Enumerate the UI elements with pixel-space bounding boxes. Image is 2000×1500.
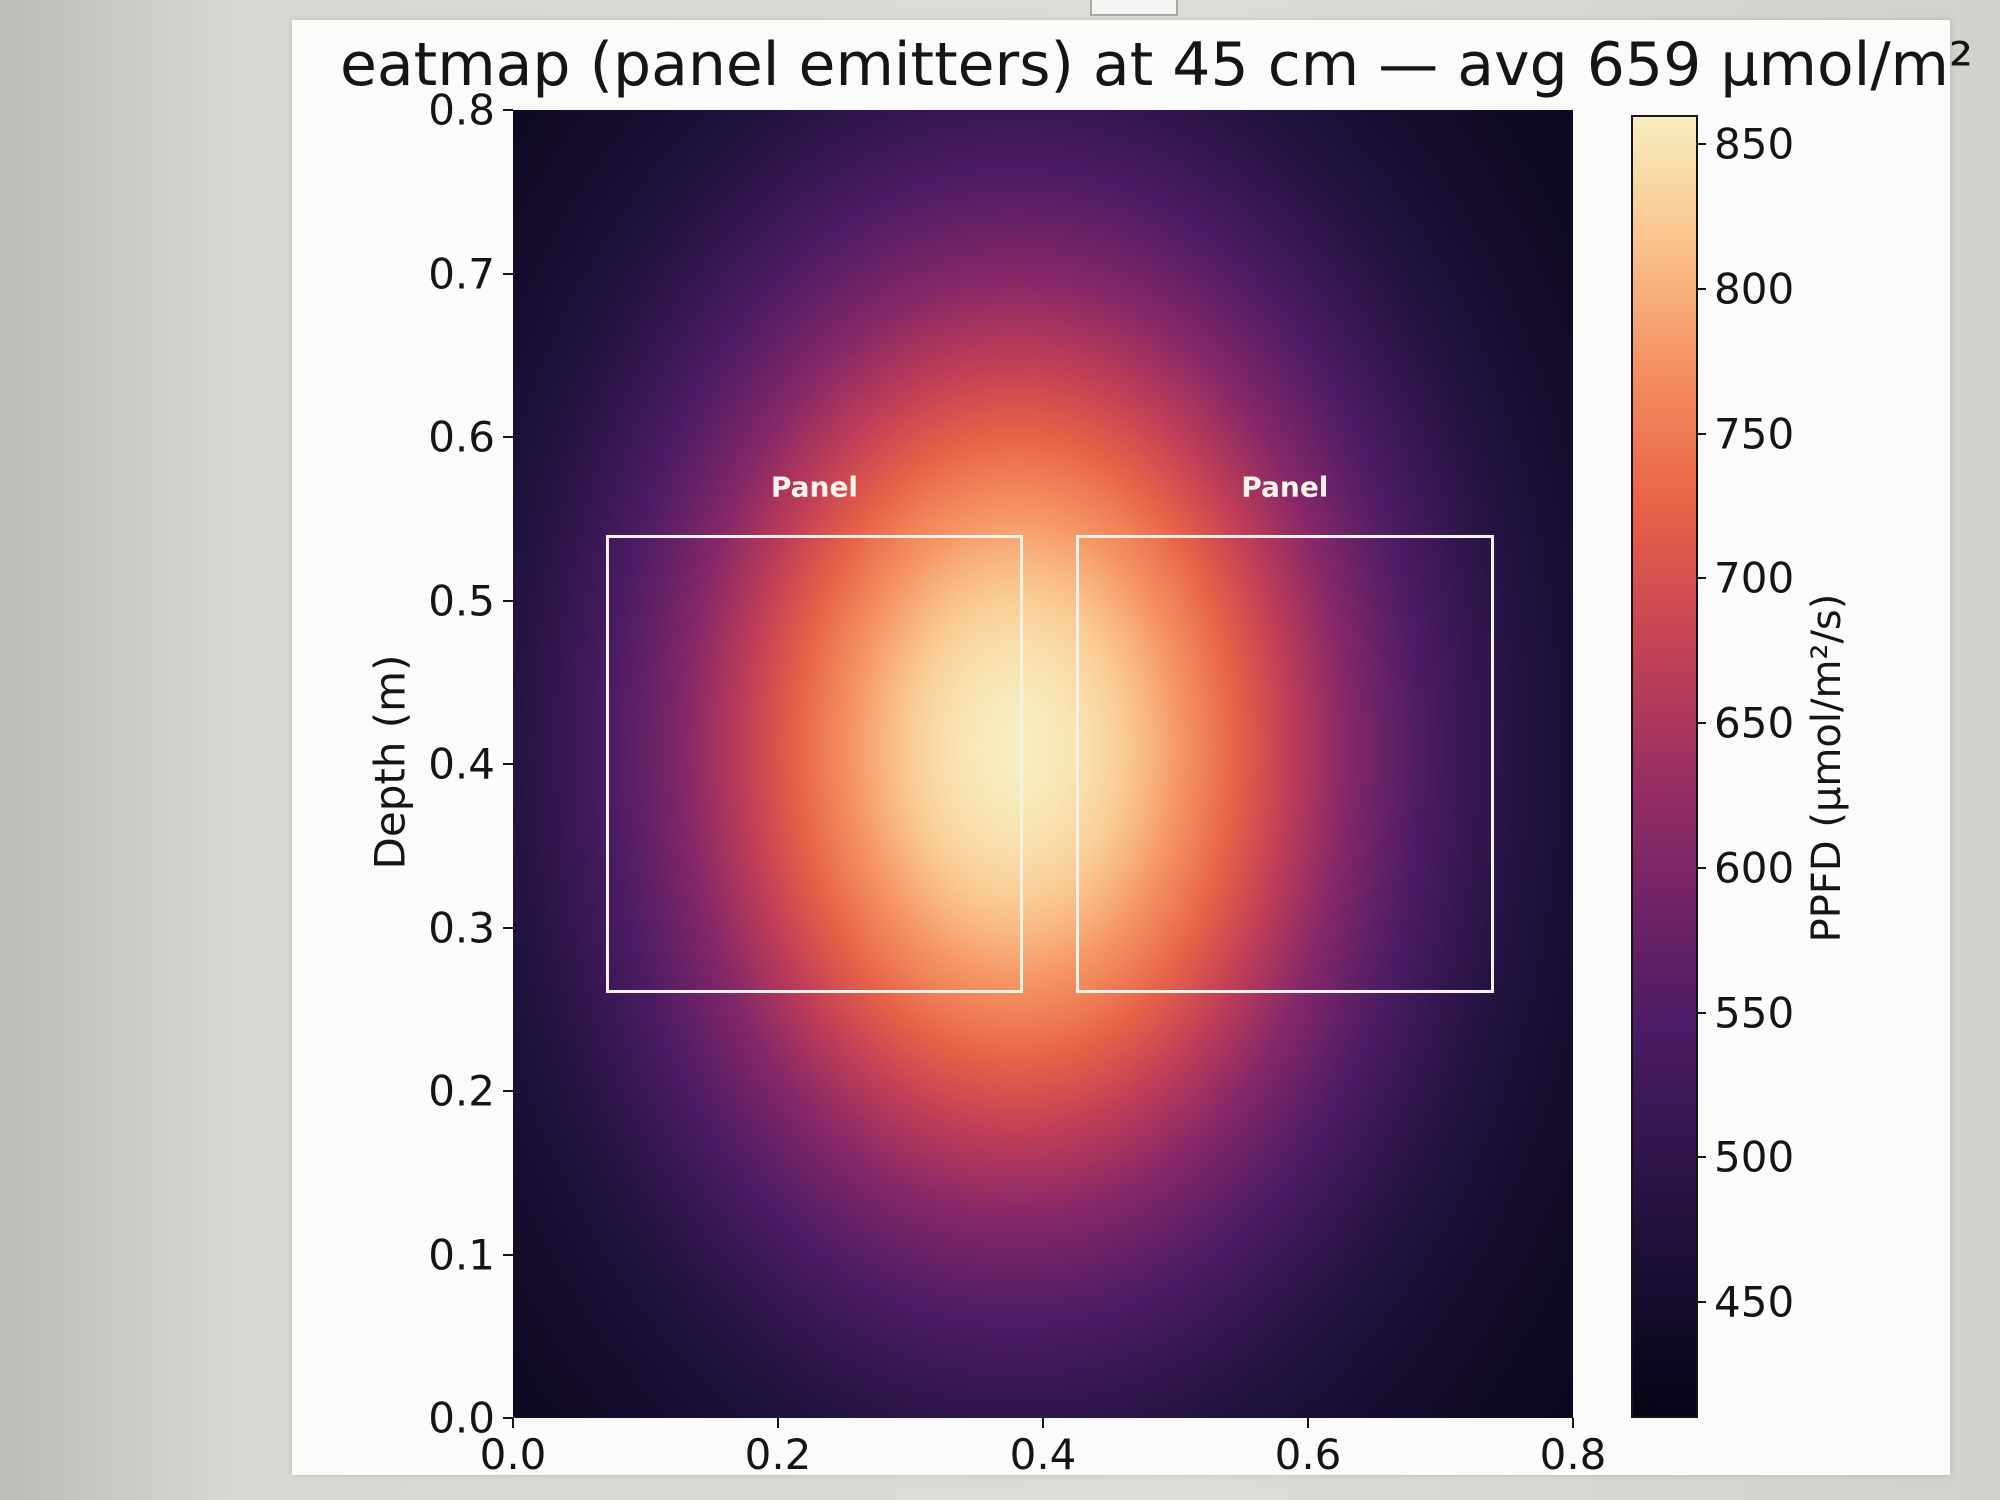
y-tick-label: 0.2 xyxy=(428,1066,495,1116)
panel-label: Panel xyxy=(1241,470,1329,504)
y-tick-mark xyxy=(503,272,513,275)
x-tick-label: 0.0 xyxy=(479,1430,547,1479)
panel-label: Panel xyxy=(770,470,859,504)
colorbar-label: PPFD (μmol/m²/s) xyxy=(1804,593,1850,943)
y-tick-label: 0.5 xyxy=(428,576,495,625)
colorbar-tick-label: 850 xyxy=(1714,119,1795,169)
colorbar-tick-mark xyxy=(1696,432,1706,435)
colorbar-tick-label: 700 xyxy=(1714,553,1795,603)
panel-outline xyxy=(1076,535,1494,993)
x-tick-mark xyxy=(777,1418,779,1428)
colorbar-tick-label: 800 xyxy=(1714,264,1795,314)
colorbar xyxy=(1631,115,1698,1418)
y-tick-mark xyxy=(503,599,513,602)
y-tick-mark xyxy=(503,1253,513,1256)
panel-outline xyxy=(605,535,1024,993)
y-tick-mark xyxy=(503,1090,513,1092)
colorbar-tick-label: 550 xyxy=(1714,988,1795,1038)
y-tick-label: 0.3 xyxy=(428,903,495,952)
x-tick-mark xyxy=(1042,1418,1044,1428)
x-tick-mark xyxy=(512,1418,514,1428)
colorbar-tick-mark xyxy=(1696,1301,1706,1304)
colorbar-tick-mark xyxy=(1696,142,1706,145)
colorbar-tick-mark xyxy=(1696,1011,1706,1014)
x-tick-label: 0.2 xyxy=(744,1430,812,1479)
y-tick-label: 0.4 xyxy=(428,739,495,789)
x-tick-label: 0.8 xyxy=(1539,1430,1607,1479)
y-tick-label: 0.1 xyxy=(428,1230,495,1279)
x-tick-label: 0.4 xyxy=(1009,1430,1077,1479)
y-tick-label: 0.7 xyxy=(428,249,495,298)
y-tick-mark xyxy=(503,436,513,438)
y-tick-mark xyxy=(503,926,513,929)
y-tick-label: 0.0 xyxy=(428,1393,495,1443)
colorbar-tick-label: 750 xyxy=(1714,409,1795,458)
colorbar-tick-mark xyxy=(1696,577,1706,580)
x-tick-mark xyxy=(1572,1418,1574,1428)
y-axis-label: Depth (m) xyxy=(365,654,415,870)
colorbar-tick-mark xyxy=(1696,722,1706,725)
colorbar-tick-label: 500 xyxy=(1714,1132,1795,1182)
colorbar-tick-mark xyxy=(1696,866,1706,869)
x-tick-label: 0.6 xyxy=(1274,1430,1342,1479)
y-tick-mark xyxy=(503,763,513,765)
colorbar-tick-mark xyxy=(1696,287,1706,290)
heatmap-plot-area xyxy=(513,110,1573,1418)
colorbar-tick-mark xyxy=(1696,1156,1706,1159)
y-tick-label: 0.6 xyxy=(428,412,495,462)
colorbar-tick-label: 450 xyxy=(1714,1277,1795,1327)
colorbar-tick-label: 600 xyxy=(1714,843,1795,893)
window-frame-tab xyxy=(1090,0,1178,16)
y-tick-label: 0.8 xyxy=(428,85,495,135)
colorbar-tick-label: 650 xyxy=(1714,698,1795,748)
y-tick-mark xyxy=(503,109,513,111)
chart-title: eatmap (panel emitters) at 45 cm — avg 6… xyxy=(340,30,1974,100)
x-tick-mark xyxy=(1307,1418,1309,1428)
heatmap-image xyxy=(513,110,1573,1418)
y-tick-mark xyxy=(503,1417,513,1419)
